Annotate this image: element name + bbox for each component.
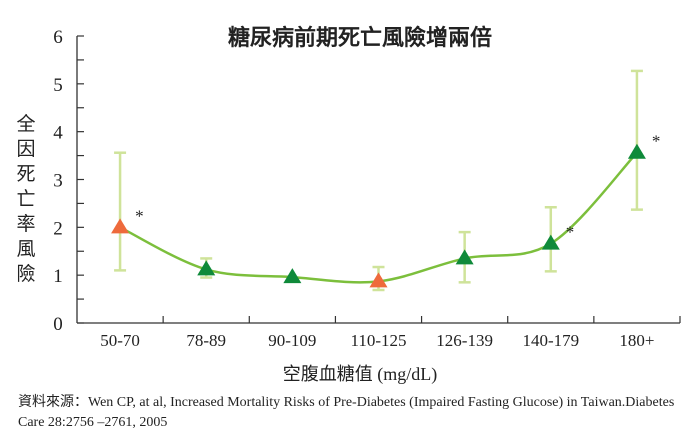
y-axis-label-char: 亡	[16, 188, 35, 210]
y-axis-label-char: 因	[16, 139, 35, 160]
x-tick-label: 90-109	[268, 331, 316, 350]
y-axis-label-char: 風	[16, 239, 35, 260]
y-tick-label: 5	[53, 75, 63, 96]
y-tick-label: 2	[53, 218, 63, 239]
source-note: 資料來源：Wen CP, at al, Increased Mortality …	[18, 395, 675, 430]
x-axis-label: 空腹血糖值 (mg/dL)	[283, 364, 438, 385]
x-tick-label: 110-125	[350, 331, 406, 350]
significance-mark: *	[566, 223, 575, 242]
data-point-marker	[627, 143, 646, 159]
y-tick-label: 6	[53, 27, 63, 48]
data-point-marker	[455, 249, 474, 265]
y-tick-label: 1	[53, 266, 63, 287]
x-tick-label: 50-70	[100, 331, 140, 350]
y-tick-label: 4	[53, 123, 63, 144]
y-axis-label-char: 全	[16, 113, 35, 135]
data-point-marker	[111, 218, 130, 234]
data-point-marker	[369, 272, 388, 288]
significance-mark: *	[135, 206, 144, 225]
x-tick-label: 126-139	[436, 331, 493, 350]
y-tick-label: 3	[53, 171, 63, 192]
y-tick-label: 0	[53, 314, 63, 335]
data-point-marker	[197, 260, 216, 276]
chart-title: 糖尿病前期死亡風險增兩倍	[228, 25, 492, 50]
series-line	[119, 151, 638, 284]
x-tick-label: 78-89	[186, 331, 226, 350]
y-axis-label-char: 險	[16, 263, 35, 285]
x-tick-label: 180+	[619, 331, 654, 350]
data-point-marker	[541, 234, 560, 250]
data-point-marker	[283, 268, 302, 284]
x-tick-label: 140-179	[522, 331, 579, 350]
significance-mark: *	[652, 132, 661, 151]
y-axis-label-char: 率	[16, 213, 35, 235]
y-axis-label-char: 死	[16, 164, 35, 185]
